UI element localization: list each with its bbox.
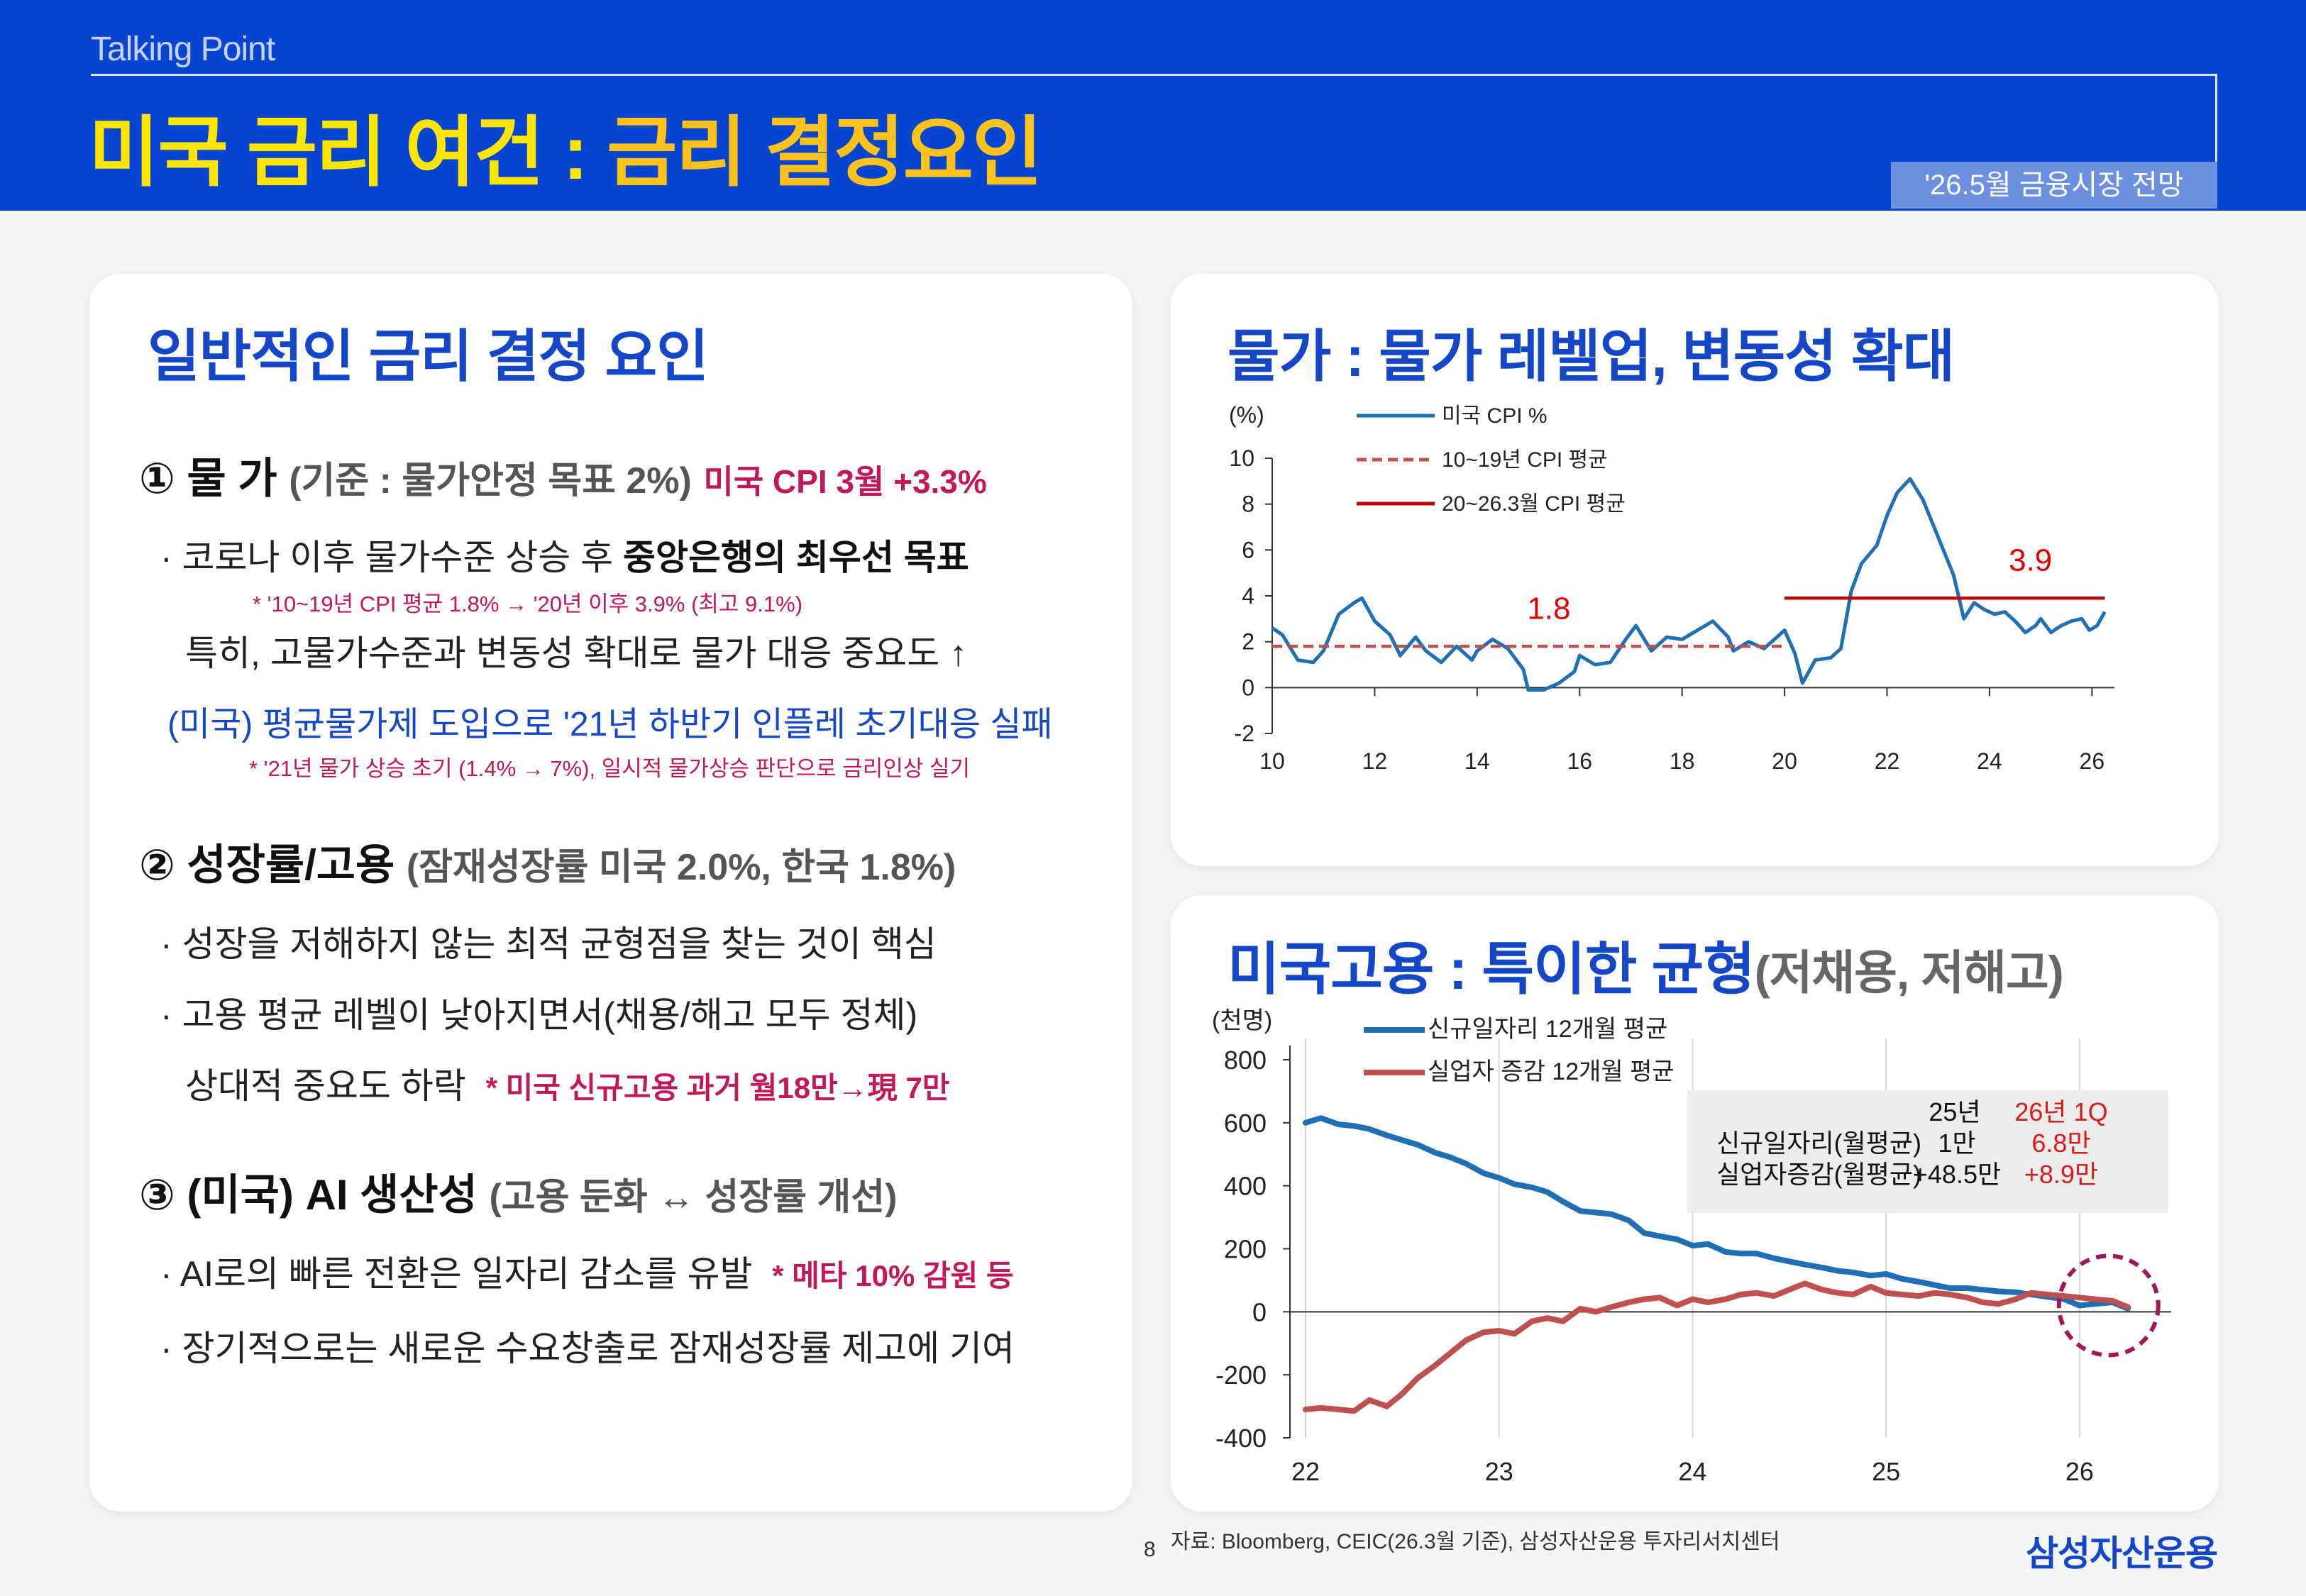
section-growth-title: ② 성장률/고용 (잠재성장률 미국 2.0%, 한국 1.8%) [139,831,956,892]
data-label: 1.8 [1527,591,1570,626]
highlight-circle [2056,1253,2161,1358]
x-tick-label: 26 [2080,748,2105,774]
x-tick-label: 24 [1678,1457,1706,1486]
bullet-growth-2: · 고용 평균 레벨이 낮아지면서(채용/해고 모두 정체) [160,995,918,1035]
y-tick-label: -200 [1215,1361,1267,1390]
bullet-inflation-3: (미국) 평균물가제 도입으로 '21년 하반기 인플레 초기대응 실패 [167,706,1053,743]
note-meta: * 메타 10% 감원 등 [772,1259,1014,1292]
x-tick-label: 22 [1291,1457,1320,1486]
series-line-1 [1271,477,2107,692]
note-2021-inflation: * '21년 물가 상승 초기 (1.4% → 7%), 일시적 물가상승 판단… [249,756,971,781]
summary-table-bg [1687,1090,2168,1213]
y-tick-label: 400 [1224,1172,1267,1201]
table-cell-highlight: +8.9만 [2024,1160,2098,1189]
x-tick-label: 16 [1567,748,1592,774]
bullet-text: · AI로의 빠른 전환은 일자리 감소를 유발 [160,1254,753,1294]
table-cell: +48.5만 [1913,1160,2001,1189]
x-tick-label: 23 [1485,1457,1513,1486]
summary-table: 25년 26년 1Q 신규일자리(월평균) 1만 6.8만실업자증감(월평균)+48.5… [1687,1090,2168,1213]
section-ai-title: ③ (미국) AI 생산성 (고용 둔화 ↔ 성장률 개선) [139,1160,897,1222]
y-tick-label: 8 [1242,492,1254,517]
y-tick-label: 600 [1224,1109,1267,1138]
bullet-text: · 코로나 이후 물가수준 상승 후 [160,538,623,577]
section-highlight: 미국 CPI 3월 +3.3% [703,463,987,500]
bullet-text: 상대적 중요도 하락 [185,1066,466,1106]
table-cell-highlight: 6.8만 [2031,1129,2090,1158]
section-subtitle: (잠재성장률 미국 2.0%, 한국 1.8%) [406,847,956,888]
table-row-label: 신규일자리(월평균) [1716,1129,1921,1158]
header-rule [91,74,2217,76]
note-jobs: * 미국 신규고용 과거 월18만→現 7만 [485,1071,950,1104]
x-tick-label: 25 [1872,1457,1900,1486]
y-tick-label: 6 [1242,537,1254,563]
y-tick-label: -400 [1215,1424,1267,1453]
x-tick-label: 14 [1464,748,1490,774]
report-tagline: '26.5월 금융시장 전망 [1891,162,2217,209]
section-title-text: ③ (미국) AI 생산성 [139,1171,478,1219]
panel-heading-sub: (저채용, 저해고) [1754,946,2064,999]
employment-panel: 미국고용 : 특이한 균형(저채용, 저해고) 22 23 24 25 26 (천명) -4… [1171,895,2219,1512]
page-title-part2: 금리 결정요인 [607,109,1042,195]
bullet-growth-3: 상대적 중요도 하락 * 미국 신규고용 과거 월18만→現 7만 [185,1058,949,1109]
legend-label: 20~26.3월 CPI 평균 [1442,492,1626,516]
series-line-1 [1303,1115,2131,1312]
section-title-text: ② 성장률/고용 [139,841,395,889]
bullet-emphasis: 중앙은행의 최우선 목표 [623,538,969,577]
panel-heading: 물가 : 물가 레벨업, 변동성 확대 [1228,325,1955,388]
legend-label: 신규일자리 12개월 평균 [1428,1016,1667,1043]
rate-factors-panel: 일반적인 금리 결정 요인 ① 물 가 (기준 : 물가안정 목표 2%) 미국… [89,274,1132,1512]
company-logo: 삼성자산운용 [2026,1534,2218,1573]
section-subtitle: (고용 둔화 ↔ 성장률 개선) [489,1177,898,1218]
x-tick-label: 10 [1259,748,1285,774]
y-tick-label: 4 [1242,583,1254,609]
y-tick-label: 0 [1252,1297,1267,1326]
bullet-inflation-1: · 코로나 이후 물가수준 상승 후 중앙은행의 최우선 목표 [160,529,969,580]
header-rule-end [2215,74,2217,167]
cpi-panel: 물가 : 물가 레벨업, 변동성 확대 (%) -2 0 2 4 6 8 10 10 12 14 16… [1171,274,2219,866]
x-tick-label: 18 [1670,748,1695,774]
bullet-growth-1: · 성장을 저해하지 않는 최적 균형점을 찾는 것이 핵심 [160,924,937,964]
panel-heading-text: 미국고용 : 특이한 균형 [1228,938,1755,1001]
section-inflation-title: ① 물 가 (기준 : 물가안정 목표 2%) 미국 CPI 3월 +3.3% [139,444,987,506]
y-tick-label: 200 [1224,1235,1267,1264]
data-label: 3.9 [2009,543,2052,577]
employment-chart: 22 23 24 25 26 (천명) -400 -200 0 200 400 600 800 신규일자리… [1212,1007,2171,1486]
header-bar: Talking Point 미국 금리 여건 : 금리 결정요인 '26.5월 … [0,0,2306,211]
y-tick-label: -2 [1235,721,1254,746]
legend-label: 10~19년 CPI 평균 [1442,448,1608,472]
series-line-2 [1303,1280,2131,1414]
legend-label: 실업자 증감 12개월 평균 [1428,1058,1675,1085]
bullet-ai-1: · AI로의 빠른 전환은 일자리 감소를 유발 * 메타 10% 감원 등 [160,1246,1014,1297]
y-tick-label: 10 [1229,445,1254,471]
y-axis-unit: (천명) [1212,1007,1272,1034]
note-cpi-average: * '10~19년 CPI 평균 1.8% → '20년 이후 3.9% (최고… [253,592,803,616]
table-cell: 1만 [1938,1129,1975,1158]
legend-label: 미국 CPI % [1442,404,1548,428]
panel-heading: 미국고용 : 특이한 균형(저채용, 저해고) [1228,924,2064,1006]
section-title-text: ① 물 가 [139,455,277,502]
section-subtitle: (기준 : 물가안정 목표 2%) [289,460,692,501]
x-tick-label: 12 [1362,748,1388,774]
table-row-label: 실업자증감(월평균) [1716,1160,1921,1189]
page-number: 8 [1144,1538,1156,1561]
y-tick-label: 800 [1224,1046,1267,1075]
x-tick-label: 20 [1772,748,1797,774]
source-note: 자료: Bloomberg, CEIC(26.3월 기준), 삼성자산운용 투자… [1171,1530,1780,1553]
x-tick-label: 22 [1875,748,1900,774]
table-col-header: 25년 [1929,1097,1980,1126]
y-tick-label: 2 [1242,629,1254,655]
y-tick-label: 0 [1242,675,1254,700]
bullet-inflation-2: 특히, 고물가수준과 변동성 확대로 물가 대응 중요도 ↑ [185,633,968,673]
page-title: 미국 금리 여건 : 금리 결정요인 [89,91,1042,201]
x-tick-label: 26 [2065,1457,2094,1486]
table-col-header: 26년 1Q [2014,1097,2107,1126]
panel-heading: 일반적인 금리 결정 요인 [148,325,709,388]
y-axis-unit: (%) [1229,402,1264,428]
bullet-ai-2: · 장기적으로는 새로운 수요창출로 잠재성장률 제고에 기여 [160,1329,1015,1368]
page-title-part1: 미국 금리 여건 : [89,109,607,195]
kicker-label: Talking Point [91,31,275,68]
x-tick-label: 24 [1977,748,2002,774]
